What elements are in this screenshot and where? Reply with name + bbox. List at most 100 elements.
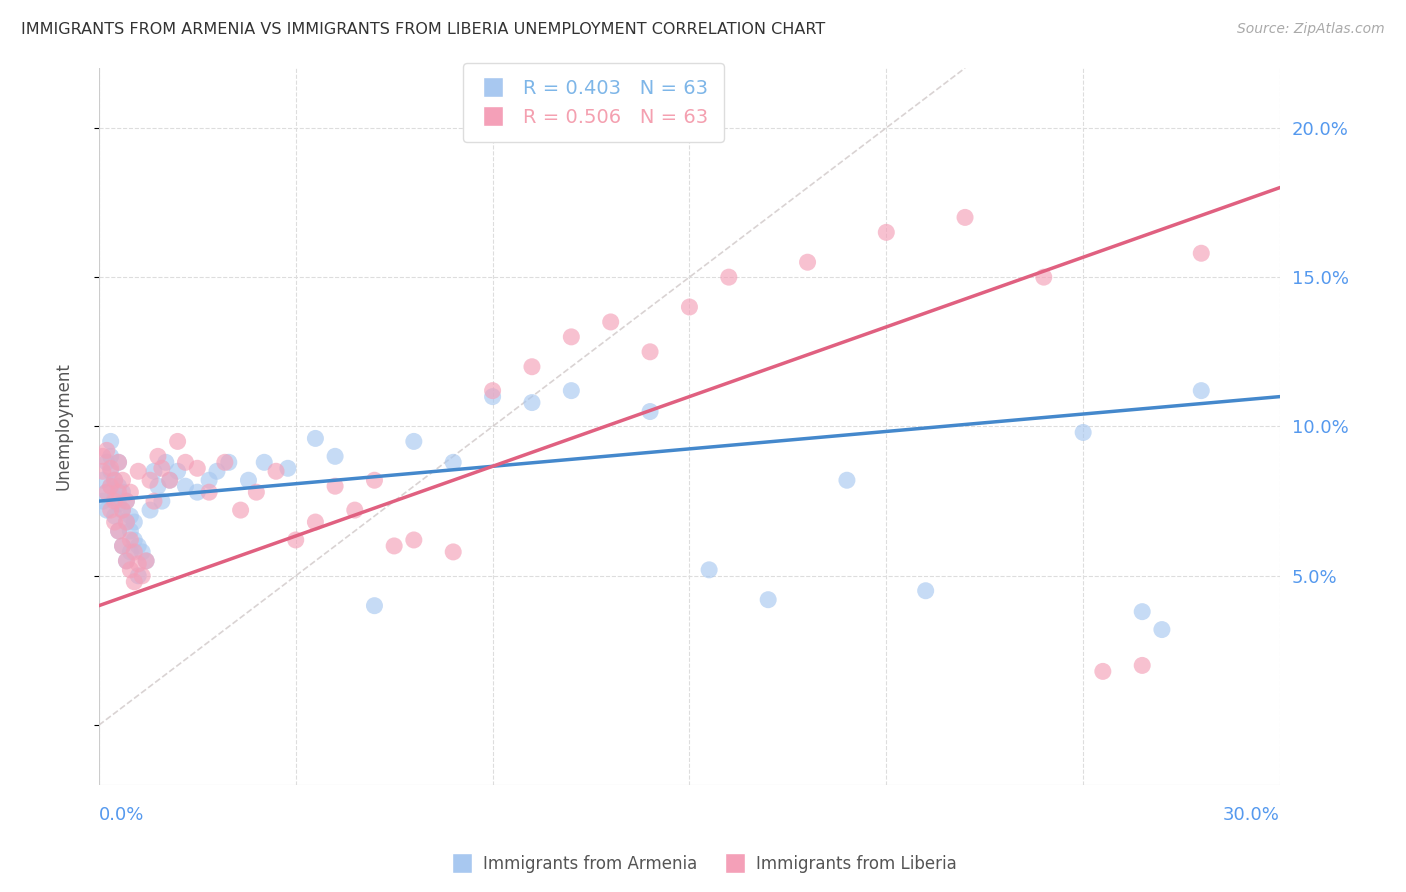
Point	[146, 479, 169, 493]
Point	[96, 485, 118, 500]
Point	[104, 491, 127, 505]
Point	[115, 554, 138, 568]
Point	[229, 503, 252, 517]
Point	[441, 455, 464, 469]
Point	[159, 473, 181, 487]
Point	[107, 485, 129, 500]
Point	[115, 515, 138, 529]
Point	[107, 524, 129, 538]
Point	[120, 545, 142, 559]
Point	[111, 503, 134, 517]
Point	[115, 554, 138, 568]
Point	[107, 479, 129, 493]
Point	[115, 494, 138, 508]
Point	[835, 473, 858, 487]
Point	[91, 450, 114, 464]
Point	[218, 455, 240, 469]
Point	[875, 225, 897, 239]
Point	[111, 485, 134, 500]
Point	[124, 545, 146, 559]
Point	[304, 515, 326, 529]
Point	[107, 455, 129, 469]
Point	[131, 569, 153, 583]
Point	[166, 464, 188, 478]
Point	[127, 539, 149, 553]
Point	[96, 485, 118, 500]
Point	[363, 473, 385, 487]
Point	[166, 434, 188, 449]
Point	[150, 461, 173, 475]
Point	[155, 455, 177, 469]
Point	[127, 464, 149, 478]
Point	[96, 455, 118, 469]
Point	[697, 563, 720, 577]
Point	[96, 443, 118, 458]
Point	[1189, 246, 1212, 260]
Point	[107, 497, 129, 511]
Point	[323, 450, 346, 464]
Point	[131, 545, 153, 559]
Point	[100, 464, 122, 478]
Point	[638, 344, 661, 359]
Point	[124, 533, 146, 547]
Point	[304, 432, 326, 446]
Point	[245, 485, 267, 500]
Point	[560, 330, 582, 344]
Point	[756, 592, 779, 607]
Point	[111, 539, 134, 553]
Point	[100, 479, 122, 493]
Point	[120, 524, 142, 538]
Point	[100, 479, 122, 493]
Point	[1130, 605, 1153, 619]
Point	[124, 515, 146, 529]
Point	[796, 255, 818, 269]
Point	[111, 503, 134, 517]
Point	[323, 479, 346, 493]
Point	[143, 464, 166, 478]
Point	[115, 494, 138, 508]
Point	[1091, 665, 1114, 679]
Point	[91, 464, 114, 478]
Point	[100, 461, 122, 475]
Point	[520, 395, 543, 409]
Point	[150, 494, 173, 508]
Text: Source: ZipAtlas.com: Source: ZipAtlas.com	[1237, 22, 1385, 37]
Point	[1130, 658, 1153, 673]
Point	[135, 554, 157, 568]
Point	[91, 473, 114, 487]
Point	[678, 300, 700, 314]
Point	[520, 359, 543, 374]
Point	[104, 473, 127, 487]
Point	[277, 461, 299, 475]
Point	[111, 473, 134, 487]
Point	[120, 485, 142, 500]
Point	[127, 569, 149, 583]
Point	[104, 509, 127, 524]
Point	[139, 503, 162, 517]
Point	[198, 473, 221, 487]
Point	[638, 404, 661, 418]
Point	[186, 461, 208, 475]
Point	[115, 515, 138, 529]
Point	[481, 390, 503, 404]
Point	[481, 384, 503, 398]
Point	[284, 533, 307, 547]
Point	[107, 524, 129, 538]
Point	[107, 455, 129, 469]
Point	[174, 479, 197, 493]
Point	[120, 563, 142, 577]
Point	[382, 539, 405, 553]
Point	[264, 464, 287, 478]
Point	[402, 533, 425, 547]
Point	[1189, 384, 1212, 398]
Point	[104, 515, 127, 529]
Point	[120, 509, 142, 524]
Point	[120, 533, 142, 547]
Legend: R = 0.403   N = 63, R = 0.506   N = 63: R = 0.403 N = 63, R = 0.506 N = 63	[463, 63, 724, 143]
Text: Unemployment: Unemployment	[55, 362, 73, 491]
Text: 0.0%: 0.0%	[98, 806, 145, 824]
Point	[143, 494, 166, 508]
Text: IMMIGRANTS FROM ARMENIA VS IMMIGRANTS FROM LIBERIA UNEMPLOYMENT CORRELATION CHAR: IMMIGRANTS FROM ARMENIA VS IMMIGRANTS FR…	[21, 22, 825, 37]
Point	[146, 450, 169, 464]
Point	[100, 434, 122, 449]
